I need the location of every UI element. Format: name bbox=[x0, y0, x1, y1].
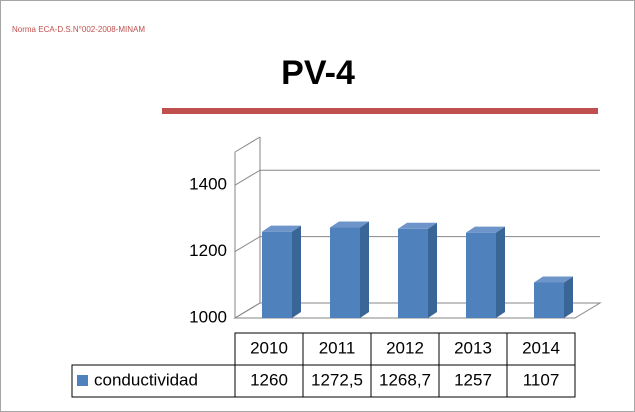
table-value: 1268,7 bbox=[379, 370, 431, 389]
bar-top bbox=[534, 276, 573, 283]
bar bbox=[534, 282, 564, 318]
x-tick-label: 2013 bbox=[454, 338, 492, 357]
bar-side bbox=[496, 226, 505, 318]
legend-label: conductividad bbox=[94, 370, 198, 389]
bar-top bbox=[398, 222, 437, 229]
annotation: Norma ECA-D.S.N°002-2008-MINAM bbox=[12, 25, 145, 34]
bar bbox=[262, 231, 292, 318]
y-tick-label: 1400 bbox=[189, 175, 227, 194]
x-tick-label: 2012 bbox=[386, 338, 424, 357]
bar bbox=[330, 227, 360, 318]
bar-side bbox=[292, 225, 301, 318]
legend-swatch bbox=[77, 375, 88, 386]
table-value: 1257 bbox=[454, 370, 492, 389]
x-tick-label: 2010 bbox=[250, 338, 288, 357]
bar bbox=[466, 232, 496, 318]
x-tick-label: 2011 bbox=[319, 338, 356, 357]
bar-side bbox=[428, 222, 437, 318]
chart-title: PV-4 bbox=[281, 54, 355, 92]
grid-line bbox=[234, 169, 600, 186]
bar bbox=[398, 228, 428, 318]
table-value: 1272,5 bbox=[311, 370, 363, 389]
bar-side bbox=[360, 221, 369, 318]
y-tick-label: 1200 bbox=[189, 241, 227, 260]
bar-side bbox=[564, 276, 573, 318]
bar-top bbox=[330, 221, 369, 228]
table-border bbox=[71, 364, 576, 398]
wall bbox=[234, 136, 261, 153]
bar-top bbox=[262, 225, 301, 232]
table-value: 1260 bbox=[250, 370, 288, 389]
table-value: 1107 bbox=[523, 370, 560, 389]
y-tick-label: 1000 bbox=[189, 307, 227, 326]
bar-top bbox=[466, 226, 505, 233]
x-tick-label: 2014 bbox=[522, 338, 560, 357]
